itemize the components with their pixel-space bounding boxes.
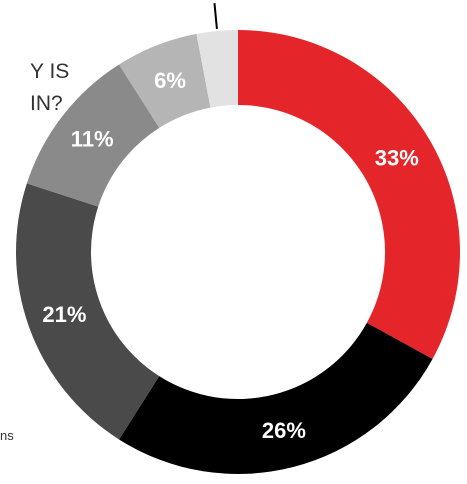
donut-slices (15, 30, 460, 474)
leader-line-5 (213, 3, 218, 30)
slice-label-0: 33% (375, 146, 419, 171)
slice-label-1: 26% (262, 418, 306, 443)
donut-slice-1 (119, 322, 433, 474)
donut-slice-2 (15, 183, 160, 440)
question-text-fragment-1: Y IS (30, 60, 70, 83)
slice-label-4: 6% (154, 68, 186, 93)
donut-slice-0 (238, 30, 460, 359)
donut-slice-4 (119, 33, 211, 128)
donut-slice-5 (196, 30, 238, 108)
note-text-fragment: ns (0, 428, 14, 443)
slice-label-3: 11% (71, 126, 114, 151)
donut-labels: 33%26%21%11%6%3% (42, 3, 419, 443)
slice-label-2: 21% (42, 302, 86, 327)
donut-slice-3 (26, 64, 160, 207)
question-text-fragment-2: IN? (30, 92, 63, 115)
